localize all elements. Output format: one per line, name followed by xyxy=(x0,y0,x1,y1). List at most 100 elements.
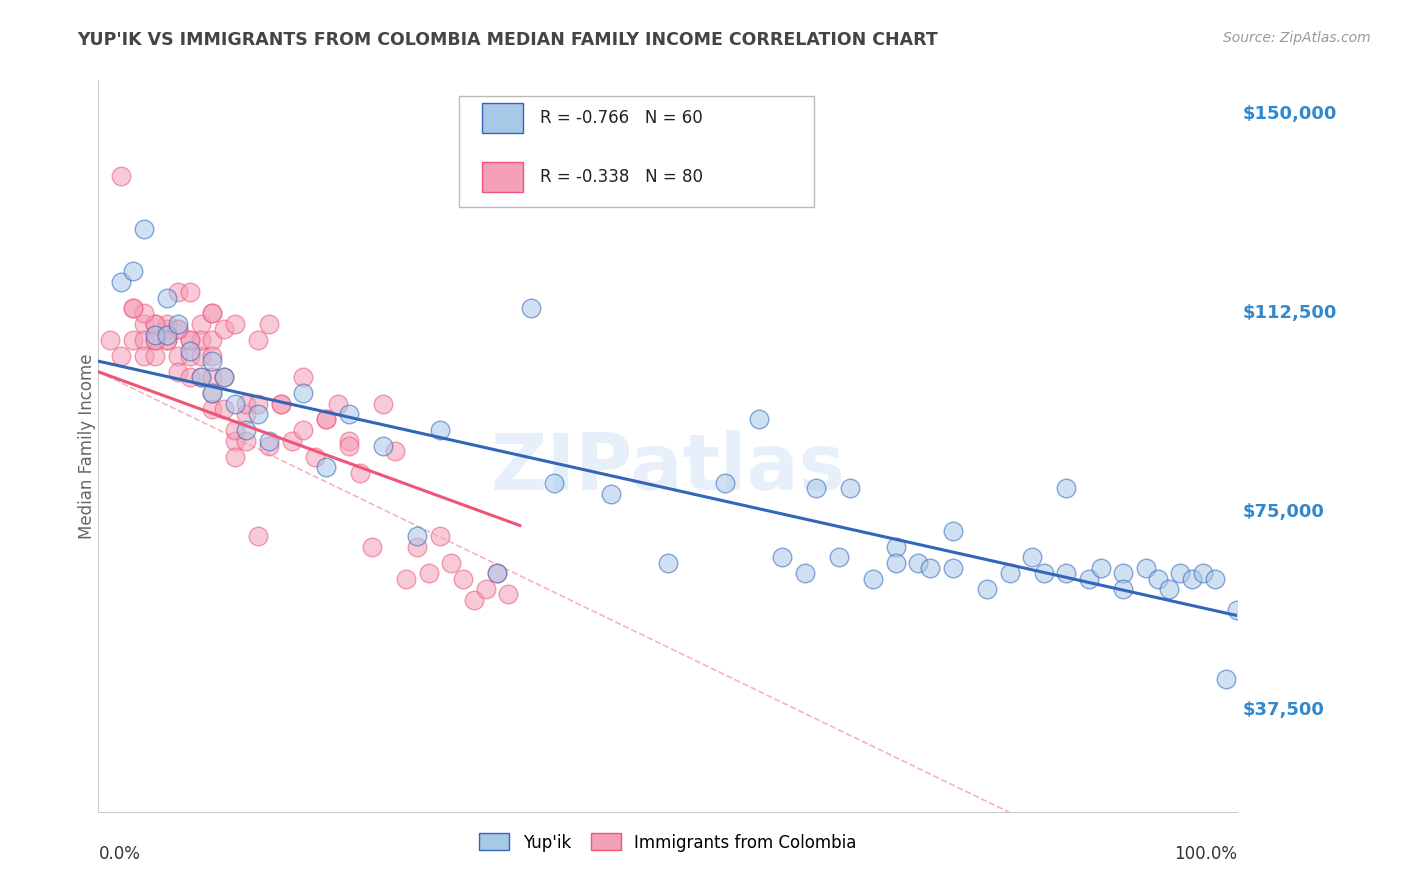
Point xyxy=(270,396,292,410)
Point xyxy=(406,529,429,543)
Point xyxy=(246,407,269,421)
Point xyxy=(190,370,212,384)
Point xyxy=(337,439,360,453)
Point xyxy=(543,476,565,491)
Text: Source: ZipAtlas.com: Source: ZipAtlas.com xyxy=(1223,31,1371,45)
Point xyxy=(235,396,257,410)
Point xyxy=(371,396,394,410)
Point xyxy=(121,301,143,316)
Point xyxy=(121,333,143,347)
Point xyxy=(179,343,201,358)
Legend: Yup'ik, Immigrants from Colombia: Yup'ik, Immigrants from Colombia xyxy=(472,827,863,858)
Point xyxy=(292,370,315,384)
Point xyxy=(224,317,246,331)
Point xyxy=(862,572,884,586)
Point xyxy=(395,572,418,586)
Point xyxy=(360,540,382,554)
Point xyxy=(259,439,281,453)
Text: R = -0.766   N = 60: R = -0.766 N = 60 xyxy=(540,109,703,128)
Point xyxy=(156,327,179,342)
Point xyxy=(884,556,907,570)
Text: 100.0%: 100.0% xyxy=(1174,845,1237,863)
Point xyxy=(201,386,224,401)
Point xyxy=(1021,550,1043,565)
Point xyxy=(1181,572,1204,586)
Point xyxy=(486,566,509,581)
Point xyxy=(1090,561,1112,575)
Point xyxy=(1204,572,1226,586)
Point xyxy=(156,333,179,347)
Point xyxy=(907,556,929,570)
Point xyxy=(212,322,235,336)
Point xyxy=(179,349,201,363)
Point xyxy=(1170,566,1192,581)
Point xyxy=(384,444,406,458)
Point xyxy=(110,349,132,363)
Point xyxy=(110,275,132,289)
Point xyxy=(520,301,543,316)
Point xyxy=(246,396,269,410)
Point xyxy=(337,407,360,421)
Point xyxy=(463,592,485,607)
Point xyxy=(212,370,235,384)
Point xyxy=(156,333,179,347)
Point xyxy=(259,317,281,331)
Point xyxy=(942,561,965,575)
Point xyxy=(884,540,907,554)
Point xyxy=(224,434,246,448)
Point xyxy=(190,317,212,331)
Point xyxy=(179,333,201,347)
Point xyxy=(167,317,190,331)
Text: R = -0.338   N = 80: R = -0.338 N = 80 xyxy=(540,169,703,186)
Point xyxy=(315,412,337,426)
Text: ZIPatlas: ZIPatlas xyxy=(491,430,845,506)
Point xyxy=(451,572,474,586)
Point xyxy=(1054,482,1078,496)
Point xyxy=(1146,572,1168,586)
Text: 0.0%: 0.0% xyxy=(98,845,141,863)
Point xyxy=(224,450,246,464)
Point xyxy=(167,322,190,336)
Point xyxy=(246,333,269,347)
Point xyxy=(201,306,224,320)
Point xyxy=(224,423,246,437)
Point xyxy=(132,221,155,235)
Point xyxy=(246,529,269,543)
Point xyxy=(440,556,463,570)
Point xyxy=(156,322,179,336)
Point xyxy=(600,486,623,500)
Point xyxy=(918,561,941,575)
Point xyxy=(976,582,998,596)
Point xyxy=(145,327,167,342)
Point xyxy=(212,401,235,416)
Point xyxy=(1078,572,1101,586)
Point xyxy=(190,370,212,384)
Point xyxy=(201,354,224,368)
Point xyxy=(132,333,155,347)
Point xyxy=(770,550,793,565)
Point xyxy=(132,306,155,320)
Point xyxy=(201,370,224,384)
Point xyxy=(190,333,212,347)
Point xyxy=(804,482,827,496)
Point xyxy=(201,333,224,347)
Point xyxy=(418,566,440,581)
Point xyxy=(156,317,179,331)
Point xyxy=(156,291,179,305)
Point xyxy=(145,317,167,331)
Point xyxy=(1032,566,1054,581)
Point xyxy=(793,566,815,581)
Point xyxy=(132,317,155,331)
Point xyxy=(121,301,143,316)
Point xyxy=(349,466,371,480)
Point xyxy=(429,529,451,543)
Point xyxy=(201,306,224,320)
Point xyxy=(486,566,509,581)
Point xyxy=(167,322,190,336)
Text: YUP'IK VS IMMIGRANTS FROM COLOMBIA MEDIAN FAMILY INCOME CORRELATION CHART: YUP'IK VS IMMIGRANTS FROM COLOMBIA MEDIA… xyxy=(77,31,938,49)
Point xyxy=(259,434,281,448)
Point xyxy=(429,423,451,437)
FancyBboxPatch shape xyxy=(460,96,814,207)
Point xyxy=(1215,672,1237,686)
Point xyxy=(132,349,155,363)
